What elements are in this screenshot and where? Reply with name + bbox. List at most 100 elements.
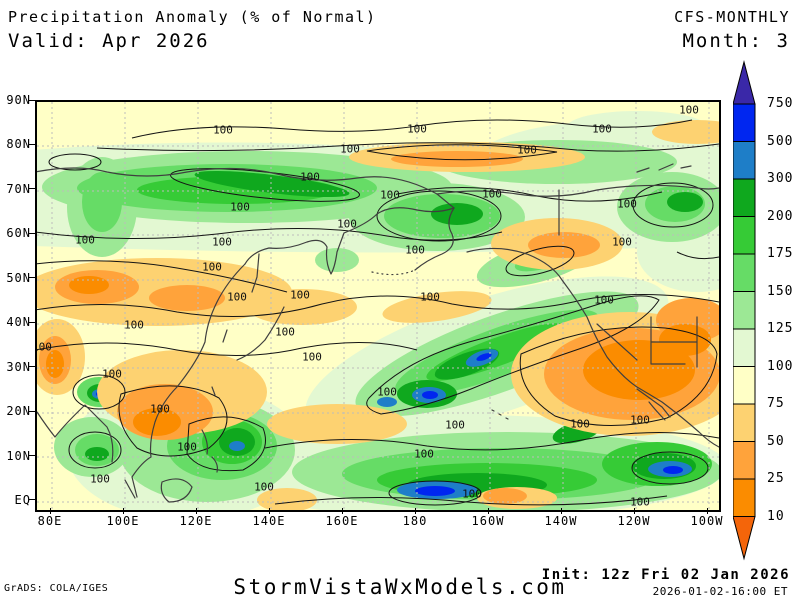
lat-tick-label: 40N [6,315,31,330]
colorbar-value-label: 150 [767,283,794,299]
lon-tick-label: 120E [179,514,213,528]
lat-tick-mark [29,99,35,101]
colorbar-segment [732,328,756,367]
colorbar-segment [732,253,756,292]
lon-tick-label: 180 [402,514,428,528]
valid-date-label: Valid: Apr 2026 [8,30,210,52]
lon-tick-mark [195,508,197,514]
lat-tick-mark [29,455,35,457]
contour-value-label: 100 [275,325,295,339]
lon-tick-label: 160E [325,514,359,528]
contour-lines [37,119,719,506]
contour-value-label: 100 [213,123,233,137]
lon-tick-mark [49,508,51,514]
watermark-site: StormVistaWxModels.com [233,575,567,599]
init-local-time-label: 2026-01-02-16:00 ET [652,585,788,598]
contour-value-label: 100 [102,367,122,381]
colorbar-value-label: 10 [767,508,785,524]
lat-tick-mark [29,499,35,501]
contour-value-label: 100 [592,122,612,136]
lat-tick-label: 20N [6,404,31,419]
colorbar-segment [732,441,756,480]
lon-tick-mark [341,508,343,514]
lat-tick-label: 10N [6,448,31,463]
colorbar-value-label: 50 [767,433,785,449]
contour-value-label: 100 [254,480,274,494]
colorbar-segment [732,366,756,405]
contour-value-label: 100 [37,340,52,354]
contour-value-label: 100 [380,188,400,202]
colorbar-segment [732,403,756,442]
colorbar-above-arrow [732,60,756,105]
colorbar-value-label: 300 [767,171,794,186]
colorbar-value-label: 200 [767,208,794,224]
lon-tick-mark [706,508,708,514]
lat-tick-mark [29,232,35,234]
contour-value-label: 100 [630,413,650,427]
contour-value-label: 100 [290,288,310,302]
lat-tick-mark [29,188,35,190]
contour-value-label: 100 [377,385,397,399]
contour-value-label: 100 [230,200,250,214]
coastlines [37,163,719,503]
colorbar-segment [732,216,756,255]
colorbar-value-label: 125 [767,321,794,336]
colorbar-value-label: 750 [767,96,794,111]
contour-value-label: 100 [90,472,110,486]
contour-value-label: 100 [517,143,537,157]
colorbar-value-label: 100 [767,358,794,374]
lon-tick-mark [633,508,635,514]
colorbar-value-label: 25 [767,471,785,486]
contour-value-label: 100 [405,243,425,257]
contour-value-label: 100 [414,447,434,461]
grads-credit: GrADS: COLA/IGES [4,583,109,594]
lat-tick-label: 50N [6,270,31,285]
init-time-label: Init: 12z Fri 02 Jan 2026 [541,567,790,583]
lon-tick-label: 140E [252,514,286,528]
colorbar-segment [732,478,756,517]
colorbar: 750 500 300 200 175 150 125 100 75 50 25 10 [732,60,797,566]
lon-tick-label: 160W [471,514,505,528]
anomaly-map [37,102,719,510]
colorbar-value-label: 500 [767,133,794,149]
lon-tick-label: 120W [617,514,651,528]
contour-value-label: 100 [177,440,197,454]
lat-tick-mark [29,277,35,279]
lat-tick-label: 30N [6,359,31,374]
contour-value-label: 100 [300,170,320,184]
colorbar-segment [732,178,756,217]
contour-value-label: 100 [212,235,232,249]
lat-tick-label: 90N [6,93,31,107]
contour-value-label: 100 [227,290,247,304]
contour-value-label: 100 [445,418,465,432]
contour-value-label: 100 [594,293,614,307]
forecast-month-label: Month: 3 [682,30,790,52]
contour-value-label: 100 [124,318,144,332]
lon-tick-label: 100W [690,514,724,528]
contour-value-label: 100 [570,417,590,431]
lat-tick-label: 60N [6,226,31,241]
lon-tick-label: 100E [106,514,140,528]
contour-value-label: 100 [202,260,222,274]
lon-tick-mark [487,508,489,514]
colorbar-value-label: 75 [767,396,785,411]
model-name-label: CFS-MONTHLY [674,8,790,26]
contour-value-label: 100 [302,350,322,364]
colorbar-segment [732,141,756,180]
lat-tick-label: 80N [6,137,31,152]
contour-value-label: 100 [337,217,357,231]
contour-value-label: 100 [679,103,699,117]
lon-tick-mark [414,508,416,514]
contour-value-label: 100 [482,187,502,201]
colorbar-below-arrow [732,516,756,561]
colorbar-value-label: 175 [767,246,794,261]
colorbar-segment [732,103,756,142]
lat-tick-label: EQ [14,492,31,507]
contour-value-label: 100 [150,402,170,416]
lat-tick-mark [29,143,35,145]
lat-tick-mark [29,366,35,368]
lat-tick-mark [29,410,35,412]
contour-value-label: 100 [612,235,632,249]
contour-value-label: 100 [462,487,482,501]
contour-value-label: 100 [630,495,650,509]
